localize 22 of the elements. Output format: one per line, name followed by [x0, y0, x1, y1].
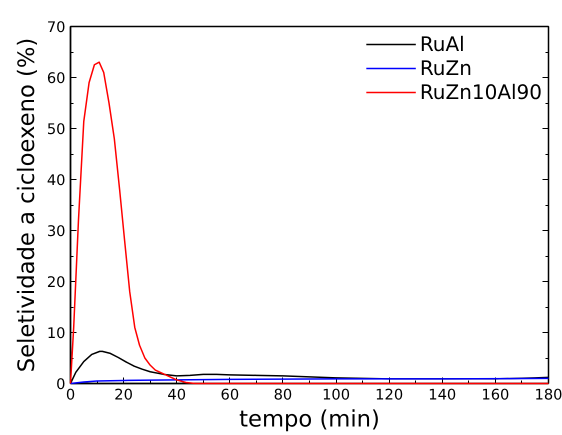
y-tick-label: 60: [46, 70, 66, 87]
x-axis-title: tempo (min): [239, 406, 380, 432]
x-tick-label: 40: [167, 386, 186, 404]
y-tick-label: 50: [46, 121, 66, 138]
legend-label: RuZn10Al90: [420, 80, 542, 104]
x-tick-label: 20: [114, 386, 133, 404]
x-tick-label: 140: [428, 386, 456, 404]
legend-label: RuZn: [420, 56, 472, 80]
x-tick-label: 60: [220, 386, 240, 404]
y-tick-label: 30: [46, 223, 66, 240]
x-tick-label: 120: [375, 386, 404, 404]
x-tick-label: 180: [534, 386, 562, 404]
y-tick-label: 40: [46, 172, 66, 189]
y-tick-label: 0: [56, 376, 66, 393]
x-tick-label: 160: [481, 386, 510, 404]
legend-label: RuAl: [420, 32, 465, 56]
y-tick-label: 10: [46, 325, 66, 342]
y-tick-label: 70: [46, 19, 66, 36]
y-tick-label: 20: [46, 274, 66, 291]
x-tick-label: 80: [274, 386, 292, 404]
y-axis-title: Seletividade a cicloexeno (%): [14, 38, 40, 372]
x-tick-label: 100: [322, 386, 350, 404]
